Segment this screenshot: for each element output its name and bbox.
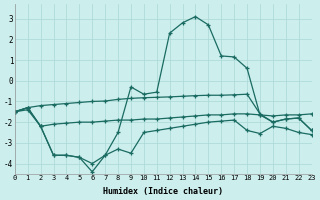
- X-axis label: Humidex (Indice chaleur): Humidex (Indice chaleur): [103, 187, 223, 196]
